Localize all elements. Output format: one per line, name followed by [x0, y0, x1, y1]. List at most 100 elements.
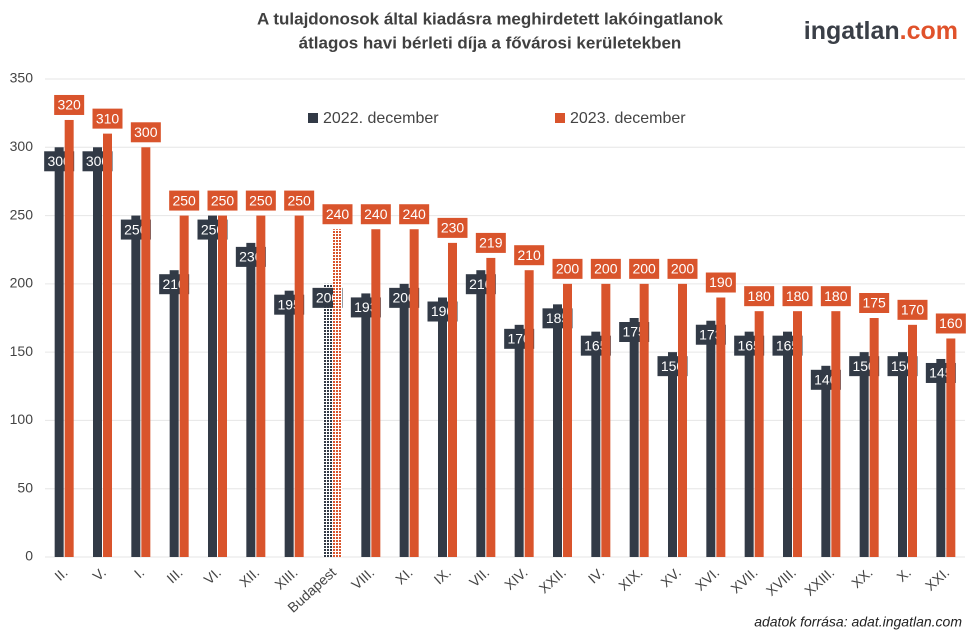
bar: [591, 331, 601, 557]
bar: [169, 270, 179, 557]
bar: [553, 304, 562, 557]
value-label: 175: [862, 295, 886, 311]
x-tick-label: I.: [131, 564, 147, 581]
chart-title: A tulajdonosok által kiadásra meghirdete…: [257, 9, 724, 28]
logo: ingatlan.com: [804, 17, 958, 45]
legend-swatch: [555, 113, 565, 123]
bar: [783, 331, 792, 557]
value-label-box: [245, 190, 276, 211]
bar: [831, 311, 841, 557]
bar: [601, 283, 611, 557]
logo-name: ingatlan: [804, 17, 900, 45]
bar: [744, 331, 754, 557]
x-tick-label: XIII.: [271, 564, 300, 593]
bar: [399, 283, 409, 557]
value-label-box: [360, 204, 391, 225]
bar: [438, 297, 447, 557]
value-label: 170: [901, 302, 925, 318]
x-tick-label: XVII.: [727, 564, 760, 596]
value-label-box: [552, 258, 583, 279]
x-tick-label: XI.: [392, 564, 415, 587]
x-tick-label: VI.: [201, 564, 224, 587]
x-tick-label: XV.: [657, 564, 684, 590]
value-label-box: [667, 258, 698, 279]
x-tick-label: XVI.: [692, 564, 722, 594]
x-tick-label: XIV.: [501, 564, 530, 593]
value-label: 200: [556, 261, 580, 277]
value-label-box: [514, 245, 545, 266]
x-tick-label: XXII.: [536, 564, 569, 596]
value-label-box: [935, 313, 966, 334]
value-label-box: [744, 286, 775, 307]
y-tick-label: 250: [10, 206, 34, 222]
bar: [476, 270, 486, 557]
bar: [179, 215, 189, 558]
legend-swatch: [308, 113, 318, 123]
bar: [821, 365, 831, 557]
value-label: 250: [211, 192, 235, 208]
bar: [563, 283, 572, 557]
value-label: 219: [479, 235, 503, 251]
value-label: 180: [786, 288, 810, 304]
x-tick-label: VII.: [466, 564, 492, 590]
value-label-box: [475, 232, 506, 253]
y-tick-label: 100: [10, 411, 34, 427]
bar: [793, 311, 802, 557]
bar: [936, 358, 946, 557]
bar: [716, 297, 726, 557]
value-label: 240: [364, 206, 388, 222]
value-label: 240: [402, 206, 426, 222]
value-label: 320: [57, 97, 81, 113]
value-label: 190: [709, 274, 733, 290]
bar: [668, 352, 677, 557]
bar: [448, 242, 457, 557]
x-tick-label: XIX.: [615, 564, 645, 594]
chart-title: átlagos havi bérleti díja a fővárosi ker…: [299, 33, 682, 52]
y-tick-label: 200: [10, 275, 34, 291]
bar: [514, 324, 524, 557]
logo-suffix: .com: [900, 17, 958, 45]
x-tick-label: X.: [893, 564, 914, 585]
bar: [898, 352, 907, 557]
value-label-box: [782, 286, 813, 307]
bar: [256, 215, 266, 558]
x-tick-label: IX.: [431, 564, 454, 587]
legend-label: 2023. december: [570, 110, 686, 127]
x-tick-label: XVIII.: [763, 564, 799, 599]
bar: [678, 283, 687, 557]
bar: [946, 338, 956, 557]
legend-label: 2022. december: [323, 110, 439, 127]
y-tick-label: 300: [10, 138, 34, 154]
value-label: 300: [134, 124, 158, 140]
bar: [131, 215, 141, 558]
value-label-box: [705, 272, 736, 293]
value-label-box: [897, 299, 928, 320]
bar: [64, 119, 74, 557]
x-tick-label: XXIII.: [801, 564, 837, 599]
x-tick-label: V.: [89, 564, 109, 584]
y-tick-label: 350: [10, 70, 34, 86]
value-label: 210: [517, 247, 541, 263]
value-label: 250: [172, 192, 196, 208]
value-label-box: [54, 94, 85, 115]
bar: [754, 311, 764, 557]
bar: [284, 290, 294, 557]
value-label: 310: [96, 110, 120, 126]
value-label: 240: [326, 206, 350, 222]
x-tick-label: IV.: [585, 564, 607, 586]
y-tick-label: 0: [25, 548, 33, 564]
x-tick-label: XXI.: [922, 564, 952, 594]
x-tick-label: XX.: [848, 564, 875, 591]
bar: [869, 318, 879, 557]
bar: [486, 257, 496, 557]
bar: [706, 320, 716, 557]
bar: [93, 147, 102, 558]
value-label-box: [437, 217, 468, 238]
value-label: 200: [594, 261, 618, 277]
value-label-box: [820, 286, 851, 307]
value-label-box: [590, 258, 621, 279]
value-label-box: [284, 190, 315, 211]
bar: [361, 293, 371, 557]
x-tick-label: III.: [163, 564, 185, 586]
